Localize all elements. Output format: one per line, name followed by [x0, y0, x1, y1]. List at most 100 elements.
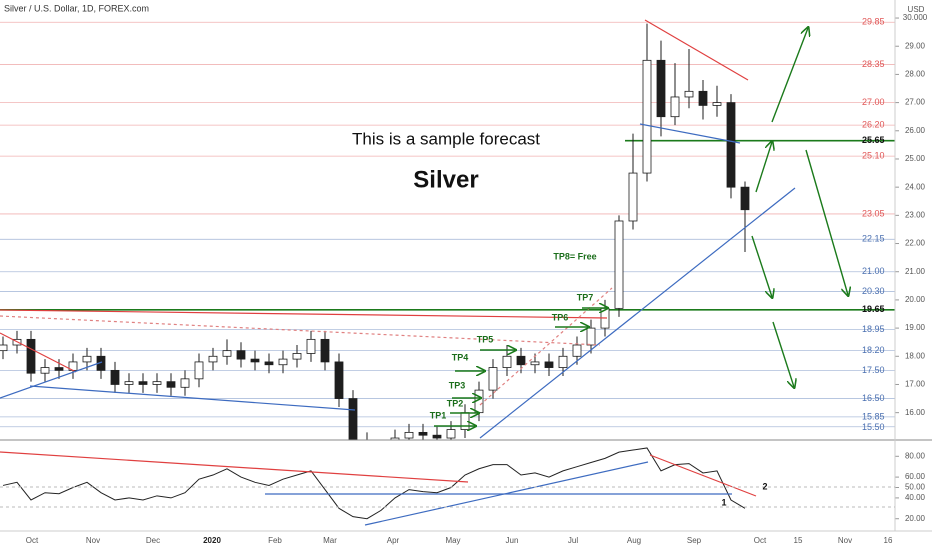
candle-body — [516, 355, 526, 366]
x-tick-label: Nov — [838, 536, 852, 545]
indicator-tick-label: 80.00 — [905, 451, 926, 460]
candle-body — [726, 102, 736, 188]
candle-body — [614, 220, 624, 309]
candle-body — [166, 381, 176, 388]
forecast-text: This is a sample forecast — [352, 129, 540, 148]
candle-body — [138, 381, 148, 385]
indicator-tick-label: 20.00 — [905, 514, 926, 523]
candle-body — [334, 361, 344, 399]
level-label: 18.20 — [862, 345, 885, 355]
y-tick-label: 16.00 — [905, 408, 926, 417]
x-tick-label: Jun — [506, 536, 519, 545]
level-label: 15.85 — [862, 411, 885, 421]
candle-body — [292, 353, 302, 360]
level-label: 28.35 — [862, 59, 885, 69]
y-tick-label: 27.00 — [905, 98, 926, 107]
tp-label: TP8= Free — [553, 251, 596, 261]
candle-body — [250, 358, 260, 363]
candle-body — [712, 102, 722, 106]
candle-body — [740, 186, 750, 211]
currency: USD — [908, 5, 925, 14]
x-tick-label: Nov — [86, 536, 100, 545]
indicator-mark: 2 — [762, 481, 767, 491]
candle-body — [698, 90, 708, 106]
instrument-text: Silver — [413, 166, 478, 193]
candle-body — [404, 431, 414, 439]
indicator-pane — [2, 447, 746, 520]
level-label: 19.65 — [862, 304, 885, 314]
x-tick-label: May — [445, 536, 460, 545]
candle-body — [306, 338, 316, 354]
candle-body — [222, 350, 232, 357]
level-label: 21.00 — [862, 266, 885, 276]
candle-body — [40, 367, 50, 374]
x-tick-label: 16 — [884, 536, 893, 545]
trendline — [649, 454, 757, 497]
level-label: 26.20 — [862, 120, 885, 130]
candle-body — [488, 367, 498, 391]
candle-body — [502, 355, 512, 368]
y-tick-label: 28.00 — [905, 70, 926, 79]
trendline — [29, 385, 356, 411]
candle-body — [180, 378, 190, 388]
candle-body — [642, 59, 652, 174]
level-label: 29.85 — [862, 17, 885, 27]
candle-body — [684, 90, 694, 98]
tp-label: TP1 — [430, 410, 447, 420]
forecast-arrow — [755, 142, 772, 193]
candle-body — [82, 355, 92, 363]
trendline — [0, 315, 601, 346]
level-label: 18.95 — [862, 324, 885, 334]
indicator-tick-label: 50.00 — [905, 483, 926, 492]
candle-body — [320, 338, 330, 363]
level-label: 15.50 — [862, 422, 885, 432]
trendline — [0, 361, 103, 399]
indicator-drawings — [0, 451, 895, 526]
level-label: 25.65 — [862, 135, 885, 145]
x-tick-label: Mar — [323, 536, 337, 545]
candle-body — [432, 434, 442, 439]
tp-label: TP5 — [477, 334, 494, 344]
x-tick-label: Oct — [26, 536, 39, 545]
candle-body — [194, 361, 204, 380]
y-tick-label: 23.00 — [905, 210, 926, 219]
tp-label: TP2 — [447, 398, 464, 408]
x-tick-label: Sep — [687, 536, 702, 545]
level-label: 16.50 — [862, 393, 885, 403]
x-tick-label: Jul — [568, 536, 578, 545]
indicator-tick-label: 40.00 — [905, 493, 926, 502]
x-tick-label: Apr — [387, 536, 400, 545]
forecast-arrow — [771, 28, 808, 123]
candle-body — [460, 412, 470, 430]
candle-body — [656, 59, 666, 118]
forecast-arrow — [751, 235, 772, 297]
indicator-tick-label: 60.00 — [905, 472, 926, 481]
tp-label: TP7 — [577, 292, 594, 302]
candle-body — [628, 172, 638, 222]
candle-body — [26, 338, 36, 374]
forecast-arrow — [805, 149, 848, 295]
candle-body — [208, 355, 218, 363]
candle-body — [544, 361, 554, 368]
candle-body — [474, 389, 484, 414]
y-tick-label: 20.00 — [905, 295, 926, 304]
x-tick-label: Aug — [627, 536, 641, 545]
x-tick-label: 15 — [794, 536, 803, 545]
tp-label: TP6 — [552, 312, 569, 322]
y-tick-label: 19.00 — [905, 323, 926, 332]
trendline — [0, 309, 608, 319]
indicator-mark: 1 — [721, 497, 726, 507]
candle-body — [264, 361, 274, 366]
x-tick-label: Feb — [268, 536, 282, 545]
y-tick-label: 24.00 — [905, 182, 926, 191]
trendline — [0, 332, 77, 373]
x-tick-label: Oct — [754, 536, 767, 545]
candle-body — [0, 344, 8, 352]
level-label: 25.10 — [862, 151, 885, 161]
tp-label: TP3 — [449, 380, 466, 390]
candle-body — [530, 361, 540, 366]
price-pane — [0, 21, 895, 440]
trendline — [0, 451, 469, 483]
y-tick-label: 22.00 — [905, 239, 926, 248]
